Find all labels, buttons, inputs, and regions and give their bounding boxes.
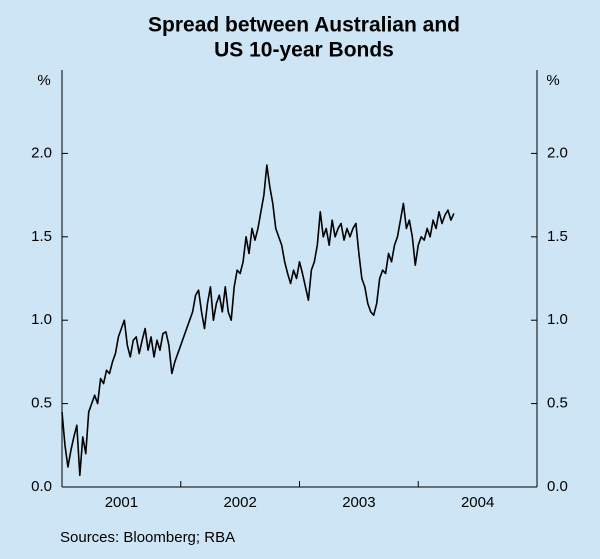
y-tick-label: 1.5 [31, 228, 52, 245]
y2-tick-label: 2.0 [547, 144, 568, 161]
chart-title: US 10-year Bonds [214, 39, 394, 62]
y-tick-label: 0.0 [31, 478, 52, 495]
data-line [61, 164, 455, 477]
y2-tick-label: 0.5 [547, 395, 568, 412]
chart-title: Spread between Australian and [148, 14, 460, 37]
x-tick-label: 2004 [461, 494, 494, 511]
y-axis-label: % [37, 72, 50, 89]
x-tick-label: 2003 [342, 494, 375, 511]
y-tick-label: 1.0 [31, 311, 52, 328]
x-tick-label: 2001 [105, 494, 138, 511]
y2-axis-label: % [546, 72, 559, 89]
y-tick-label: 0.5 [31, 395, 52, 412]
y-tick-label: 2.0 [31, 144, 52, 161]
source-note: Sources: Bloomberg; RBA [60, 529, 235, 546]
y2-tick-label: 1.5 [547, 228, 568, 245]
y2-tick-label: 0.0 [547, 478, 568, 495]
x-tick-label: 2002 [223, 494, 256, 511]
y2-tick-label: 1.0 [547, 311, 568, 328]
